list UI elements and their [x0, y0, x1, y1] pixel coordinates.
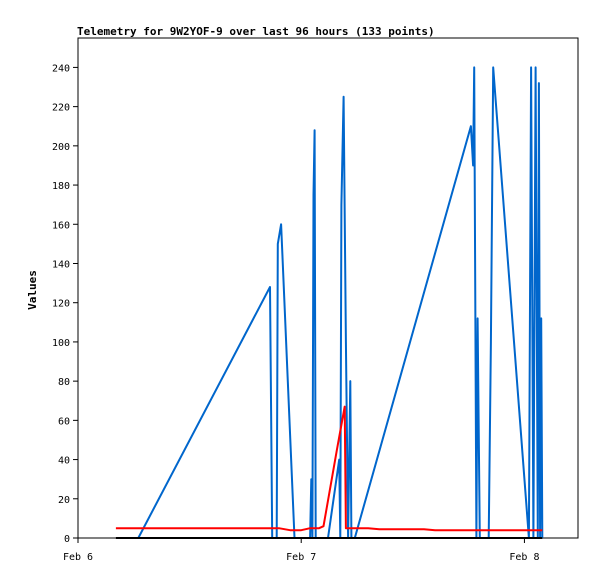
- y-tick-label: 40: [58, 456, 70, 467]
- series-layer: [115, 66, 544, 539]
- plot-area: [77, 37, 579, 539]
- y-tick-label: 100: [52, 338, 70, 349]
- y-tick-label: 20: [58, 495, 70, 506]
- y-axis: 0 20 40 60 80 100 120 140 160 180 200 220 240: [52, 63, 78, 545]
- y-tick-label: 0: [64, 534, 70, 545]
- x-tick-label: Feb 6: [63, 552, 93, 563]
- y-tick-label: 200: [52, 142, 70, 153]
- y-tick-label: 120: [52, 299, 70, 310]
- y-axis-title: Values: [26, 270, 39, 310]
- x-tick-label: Feb 8: [509, 552, 539, 563]
- y-tick-label: 80: [58, 377, 70, 388]
- y-tick-label: 220: [52, 103, 70, 114]
- x-tick-label: Feb 7: [286, 552, 316, 563]
- y-tick-label: 60: [58, 416, 70, 427]
- x-axis: Feb 6 Feb 7 Feb 8: [63, 538, 539, 563]
- y-tick-label: 240: [52, 63, 70, 74]
- y-tick-label: 140: [52, 259, 70, 270]
- y-tick-label: 160: [52, 220, 70, 231]
- y-tick-label: 180: [52, 181, 70, 192]
- series-line-0: [137, 66, 544, 539]
- series-line-1: [115, 405, 543, 532]
- chart-title: Telemetry for 9W2YOF-9 over last 96 hour…: [77, 25, 435, 38]
